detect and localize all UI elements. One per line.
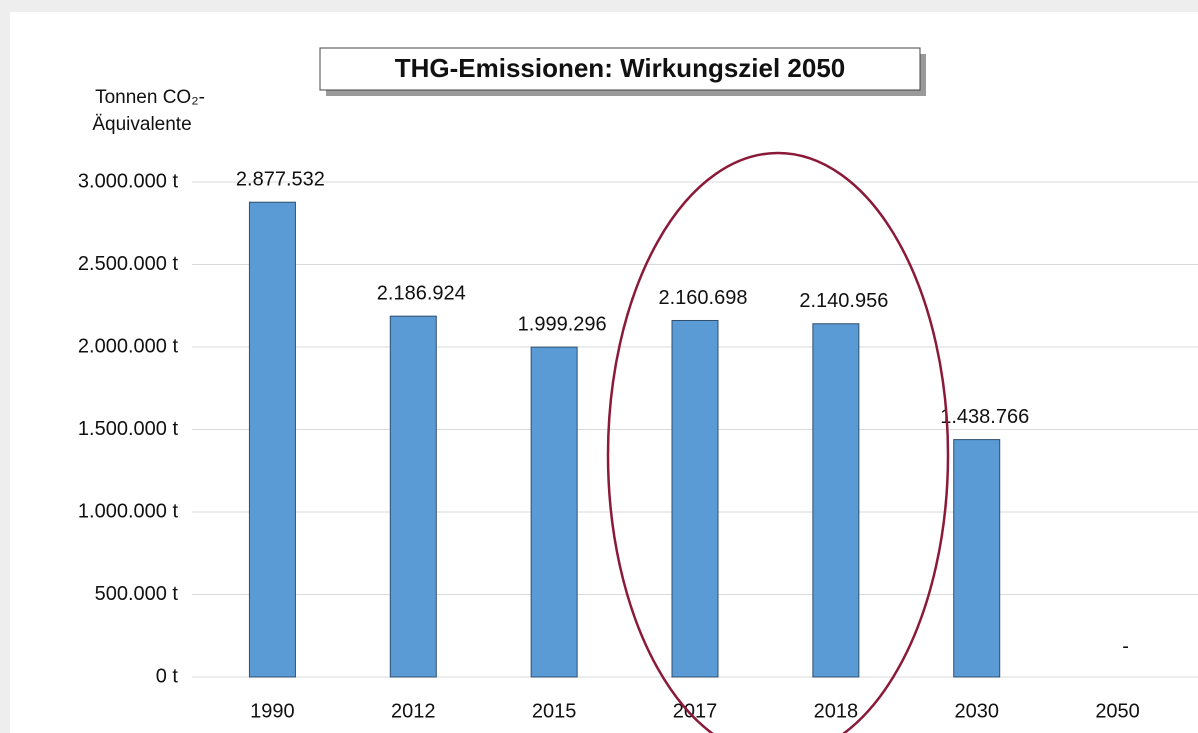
value-label: 2.877.532: [236, 168, 325, 190]
y-tick-label: 2.000.000 t: [78, 335, 179, 357]
y-axis-label: Tonnen CO₂-: [95, 87, 205, 108]
y-tick-label: 3.000.000 t: [78, 170, 179, 192]
y-tick-label: 0 t: [156, 665, 179, 687]
bar: [953, 439, 1001, 678]
y-tick-label: 1.500.000 t: [78, 418, 179, 440]
bar: [248, 201, 296, 678]
highlight-ellipse: [606, 151, 950, 733]
value-label: 2.140.956: [799, 290, 888, 312]
value-label: 1.999.296: [518, 313, 607, 335]
y-tick-label: 500.000 t: [95, 583, 179, 605]
plot-area: 0 t 500.000 t 1.000.000 t 1.500.000 t 2.000.…: [78, 168, 1198, 722]
value-label: 1.438.766: [940, 406, 1029, 428]
bar: [389, 315, 437, 678]
y-tick-label: 2.500.000 t: [78, 253, 179, 275]
chart-title: THG-Emissionen: Wirkungsziel 2050: [395, 53, 846, 83]
bar: [812, 323, 860, 678]
y-axis-label: Äquivalente: [92, 114, 191, 135]
x-tick-label: 2015: [532, 700, 577, 722]
value-label: 2.160.698: [659, 287, 748, 309]
x-tick-label: 2012: [391, 700, 436, 722]
title-box: [319, 47, 921, 91]
value-label: -: [1122, 635, 1129, 657]
bar: [671, 319, 719, 678]
x-tick-label: 2050: [1095, 700, 1140, 722]
y-tick-label: 1.000.000 t: [78, 500, 179, 522]
x-tick-label: 2030: [954, 700, 999, 722]
x-tick-label: 2018: [814, 700, 859, 722]
value-label: 2.186.924: [377, 282, 466, 304]
bar: [530, 346, 578, 678]
x-tick-label: 1990: [250, 700, 295, 722]
